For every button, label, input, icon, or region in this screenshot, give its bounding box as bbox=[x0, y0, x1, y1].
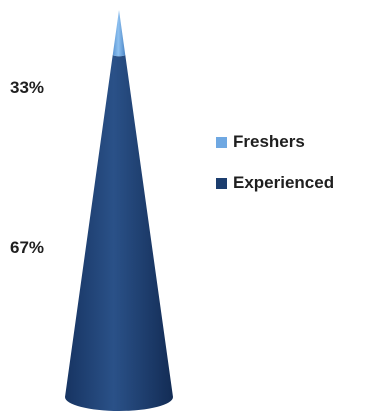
data-label-freshers: 33% bbox=[10, 78, 45, 97]
cone-segment-freshers bbox=[112, 10, 126, 57]
data-label-experienced: 67% bbox=[10, 238, 45, 257]
legend-swatch-freshers bbox=[216, 136, 227, 148]
legend-swatch-experienced bbox=[216, 177, 227, 189]
cone-segment-experienced bbox=[65, 54, 173, 411]
legend-label-freshers: Freshers bbox=[233, 132, 305, 151]
legend: Freshers Experienced bbox=[216, 131, 334, 213]
legend-label-experienced: Experienced bbox=[233, 173, 335, 192]
legend-item-freshers: Freshers bbox=[216, 131, 334, 153]
legend-item-experienced: Experienced bbox=[216, 172, 334, 194]
